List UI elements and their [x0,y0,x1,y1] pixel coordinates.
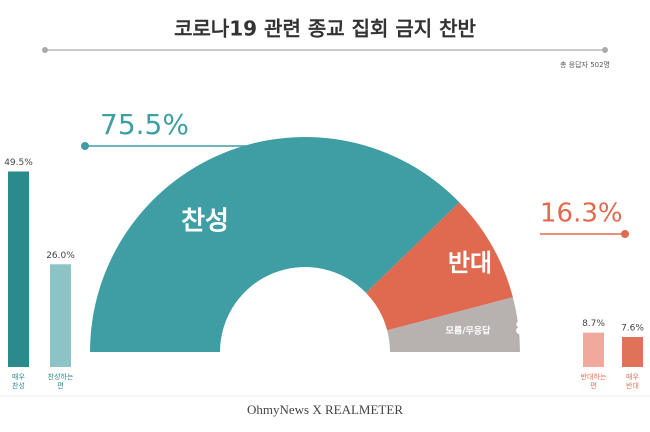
subtitle: 총 응답자 502명 [560,60,610,69]
segment-label: 반대 [448,249,492,277]
leader-dot [621,230,629,238]
segment-label: 찬성 [181,207,229,237]
value-label: 16.3% [540,199,623,229]
pie-segment [387,297,520,352]
bar [8,171,29,367]
value-label: 75.5% [100,108,189,141]
bar [583,332,604,367]
bar-value-label: 26.0% [46,251,75,261]
rule-dot [602,47,608,53]
bar-category-label: 반대하는 편 [580,373,607,390]
bar-value-label: 7.6% [621,323,644,333]
bar-category-label: 매우 반대 [626,373,639,390]
pie-segment [90,137,460,352]
value-label: 8.2% [515,318,565,339]
bar-value-label: 8.7% [582,319,605,329]
pie-segment [366,202,513,331]
leader-dot [81,142,89,150]
bar-category-label: 매우 찬성 [12,373,25,390]
bar [50,264,71,367]
bar [622,336,643,367]
bar-value-label: 49.5% [4,158,33,168]
source: OhmyNews X REALMETER [247,402,403,417]
segment-label: 모름/무응답 [446,325,491,337]
bar-category-label: 찬성하는 편 [47,373,74,390]
chart-title: 코로나19 관련 종교 집회 금지 찬반 [174,17,476,41]
rule-dot [42,47,48,53]
